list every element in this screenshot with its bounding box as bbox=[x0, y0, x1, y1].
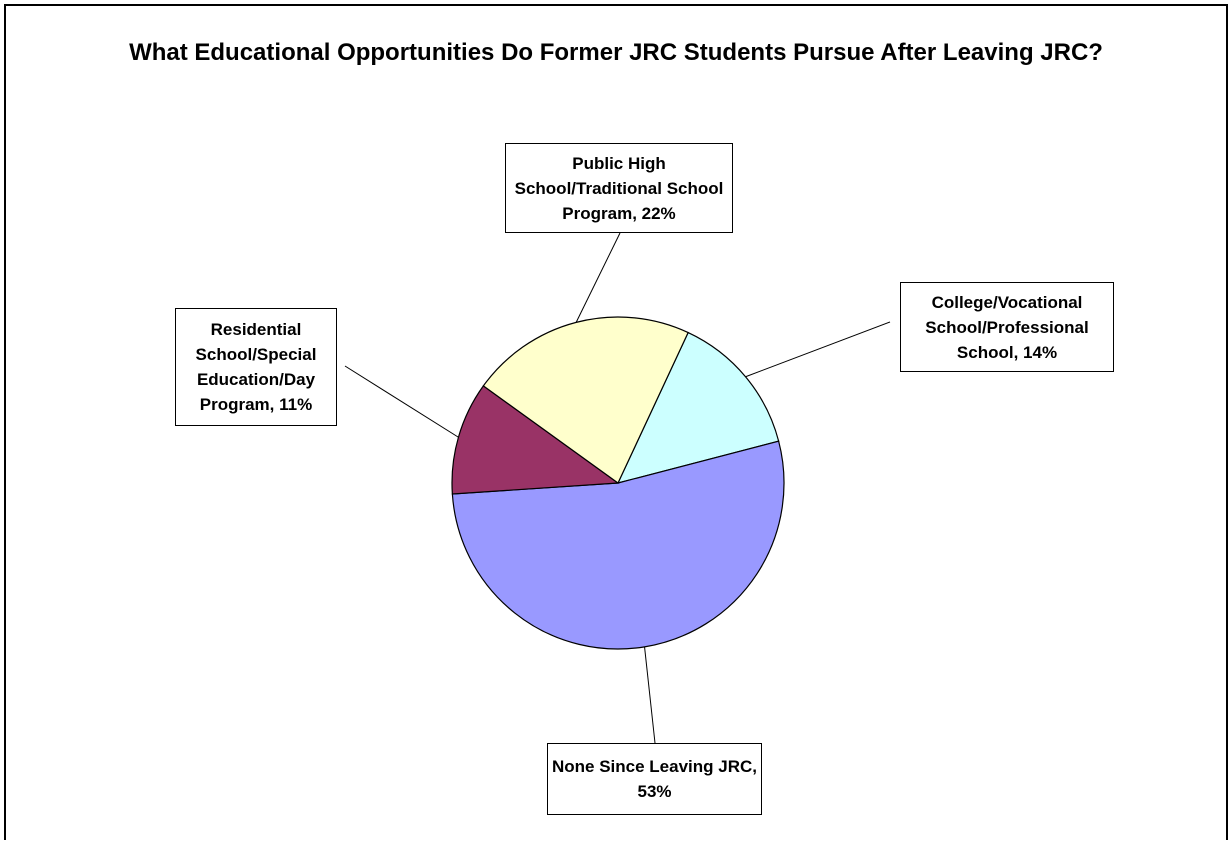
leader-lines bbox=[344, 232, 891, 744]
leader-line-college bbox=[745, 321, 891, 378]
pie-slice-none bbox=[451, 440, 785, 650]
slice-label-none: None Since Leaving JRC, 53% bbox=[547, 743, 762, 815]
leader-line-public-high-school bbox=[575, 232, 621, 323]
slice-label-public-high-school: Public High School/Traditional School Pr… bbox=[505, 143, 733, 233]
slice-label-college: College/Vocational School/Professional S… bbox=[900, 282, 1114, 372]
leader-line-none bbox=[644, 646, 656, 744]
pie-slice-residential bbox=[451, 385, 620, 495]
slice-label-residential: Residential School/Special Education/Day… bbox=[175, 308, 337, 426]
chart-title: What Educational Opportunities Do Former… bbox=[129, 39, 1103, 66]
leader-line-residential bbox=[344, 365, 459, 438]
pie-slices bbox=[451, 316, 785, 650]
